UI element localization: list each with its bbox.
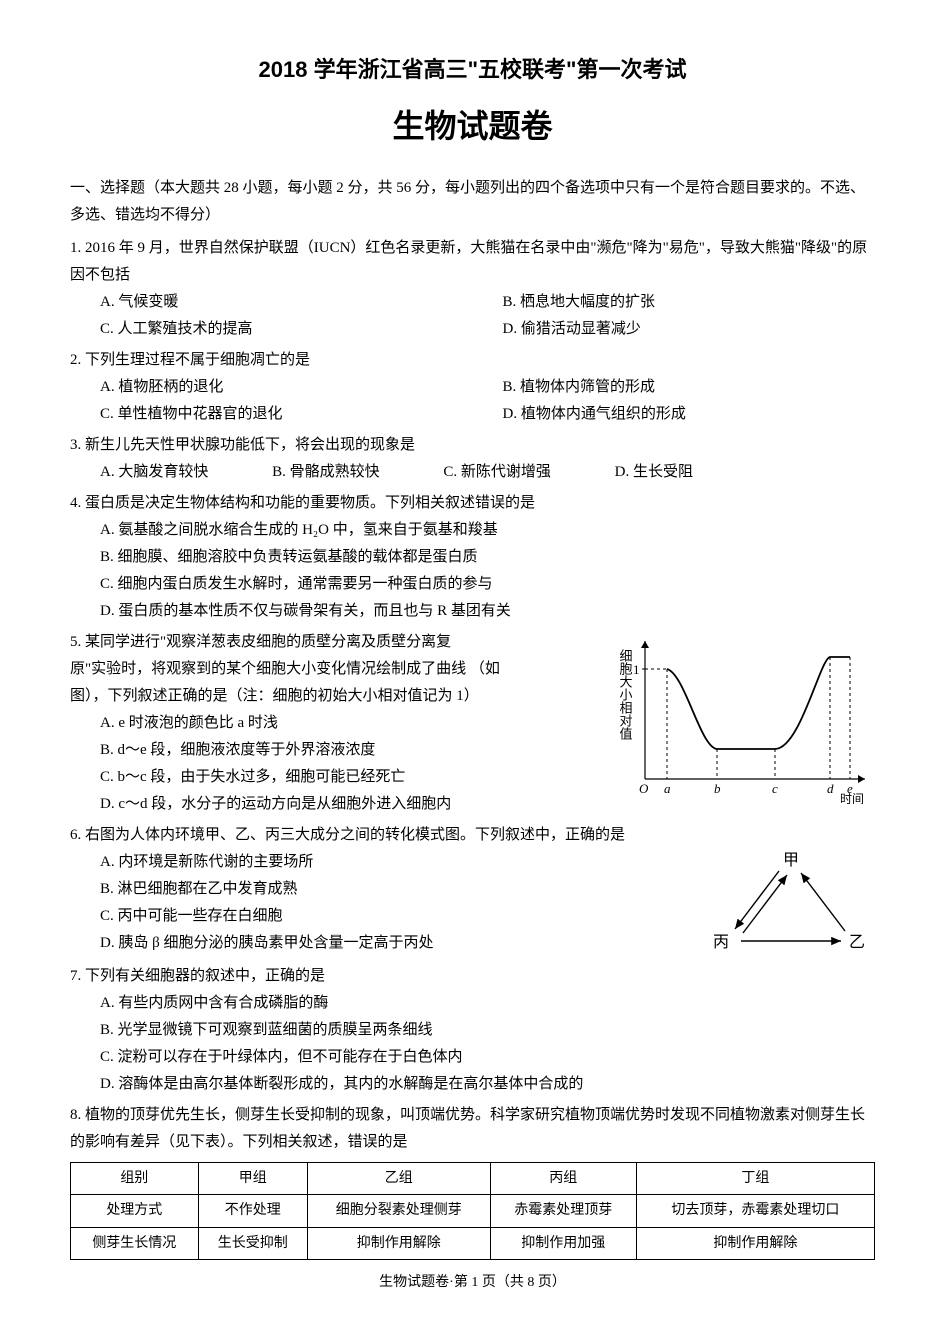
q3-stem: 3. 新生儿先天性甲状腺功能低下，将会出现的现象是 — [70, 432, 875, 459]
q2-opt-a: A. 植物胚柄的退化 — [70, 374, 473, 401]
table-cell: 生长受抑制 — [198, 1227, 307, 1259]
q2-opt-d: D. 植物体内通气组织的形成 — [473, 401, 876, 428]
q2-opt-c: C. 单性植物中花器官的退化 — [70, 401, 473, 428]
q4-opt-b: B. 细胞膜、细胞溶胶中负责转运氨基酸的载体都是蛋白质 — [70, 544, 875, 571]
table-cell: 不作处理 — [198, 1195, 307, 1227]
svg-text:甲: 甲 — [783, 852, 799, 869]
q7-opt-d: D. 溶酶体是由高尔基体断裂形成的，其内的水解酶是在高尔基体中合成的 — [70, 1071, 875, 1098]
svg-text:1: 1 — [633, 662, 640, 677]
q1-opt-a: A. 气候变暖 — [70, 289, 473, 316]
table-cell: 抑制作用解除 — [636, 1227, 874, 1259]
table-cell: 细胞分裂素处理侧芽 — [307, 1195, 490, 1227]
exam-header: 2018 学年浙江省高三"五校联考"第一次考试 — [70, 50, 875, 90]
section-intro: 一、选择题（本大题共 28 小题，每小题 2 分，共 56 分，每小题列出的四个… — [70, 175, 875, 229]
question-7: 7. 下列有关细胞器的叙述中，正确的是 A. 有些内质网中含有合成磷脂的酶 B.… — [70, 963, 875, 1098]
q6-stem: 6. 右图为人体内环境甲、乙、丙三大成分之间的转化模式图。下列叙述中，正确的是 — [70, 822, 875, 849]
svg-text:a: a — [664, 781, 671, 796]
q6-diagram: 甲 丙 乙 — [705, 849, 875, 959]
table-header: 甲组 — [198, 1163, 307, 1195]
table-cell: 切去顶芽，赤霉素处理切口 — [636, 1195, 874, 1227]
question-6: 6. 右图为人体内环境甲、乙、丙三大成分之间的转化模式图。下列叙述中，正确的是 … — [70, 822, 875, 959]
question-3: 3. 新生儿先天性甲状腺功能低下，将会出现的现象是 A. 大脑发育较快 B. 骨… — [70, 432, 875, 486]
question-8: 8. 植物的顶芽优先生长，侧芽生长受抑制的现象，叫顶端优势。科学家研究植物顶端优… — [70, 1102, 875, 1260]
table-cell: 抑制作用加强 — [490, 1227, 636, 1259]
q7-stem: 7. 下列有关细胞器的叙述中，正确的是 — [70, 963, 875, 990]
table-cell: 处理方式 — [71, 1195, 199, 1227]
q1-opt-b: B. 栖息地大幅度的扩张 — [473, 289, 876, 316]
svg-text:丙: 丙 — [713, 934, 729, 951]
q7-opt-a: A. 有些内质网中含有合成磷脂的酶 — [70, 990, 875, 1017]
q5-chart: 细胞大小相对值 1 O a b c d e — [615, 629, 875, 804]
table-header: 乙组 — [307, 1163, 490, 1195]
table-header: 丙组 — [490, 1163, 636, 1195]
table-cell: 抑制作用解除 — [307, 1227, 490, 1259]
exam-title: 生物试题卷 — [70, 98, 875, 156]
q4-opt-d: D. 蛋白质的基本性质不仅与碳骨架有关，而且也与 R 基团有关 — [70, 598, 875, 625]
svg-text:d: d — [827, 781, 834, 796]
q3-opt-a: A. 大脑发育较快 — [100, 464, 208, 480]
svg-text:乙: 乙 — [849, 934, 865, 951]
q3-opt-d: D. 生长受阻 — [615, 464, 693, 480]
q4-opt-c: C. 细胞内蛋白质发生水解时，通常需要另一种蛋白质的参与 — [70, 571, 875, 598]
q2-opt-b: B. 植物体内筛管的形成 — [473, 374, 876, 401]
q7-opt-c: C. 淀粉可以存在于叶绿体内，但不可能存在于白色体内 — [70, 1044, 875, 1071]
q4-stem: 4. 蛋白质是决定生物体结构和功能的重要物质。下列相关叙述错误的是 — [70, 490, 875, 517]
question-1: 1. 2016 年 9 月，世界自然保护联盟（IUCN）红色名录更新，大熊猫在名… — [70, 235, 875, 343]
table-header: 组别 — [71, 1163, 199, 1195]
q1-opt-d: D. 偷猎活动显著减少 — [473, 316, 876, 343]
q8-stem: 8. 植物的顶芽优先生长，侧芽生长受抑制的现象，叫顶端优势。科学家研究植物顶端优… — [70, 1102, 875, 1156]
svg-text:b: b — [714, 781, 721, 796]
q3-opt-b: B. 骨骼成熟较快 — [272, 464, 380, 480]
q1-stem: 1. 2016 年 9 月，世界自然保护联盟（IUCN）红色名录更新，大熊猫在名… — [70, 235, 875, 289]
svg-text:O: O — [639, 781, 649, 796]
table-cell: 侧芽生长情况 — [71, 1227, 199, 1259]
table-header: 丁组 — [636, 1163, 874, 1195]
q3-opt-c: C. 新陈代谢增强 — [443, 464, 551, 480]
q7-opt-b: B. 光学显微镜下可观察到蓝细菌的质膜呈两条细线 — [70, 1017, 875, 1044]
q1-opt-c: C. 人工繁殖技术的提高 — [70, 316, 473, 343]
svg-text:时间: 时间 — [840, 792, 864, 804]
page-footer: 生物试题卷·第 1 页（共 8 页） — [70, 1270, 875, 1295]
question-2: 2. 下列生理过程不属于细胞凋亡的是 A. 植物胚柄的退化 B. 植物体内筛管的… — [70, 347, 875, 428]
question-5: 细胞大小相对值 1 O a b c d e — [70, 629, 875, 818]
q2-stem: 2. 下列生理过程不属于细胞凋亡的是 — [70, 347, 875, 374]
q8-table: 组别 甲组 乙组 丙组 丁组 处理方式 不作处理 细胞分裂素处理侧芽 赤霉素处理… — [70, 1162, 875, 1260]
svg-text:细胞大小相对值: 细胞大小相对值 — [618, 649, 633, 741]
table-cell: 赤霉素处理顶芽 — [490, 1195, 636, 1227]
svg-text:c: c — [772, 781, 778, 796]
q4-opt-a: A. 氨基酸之间脱水缩合生成的 H₂O 中，氢来自于氨基和羧基 — [70, 517, 875, 544]
question-4: 4. 蛋白质是决定生物体结构和功能的重要物质。下列相关叙述错误的是 A. 氨基酸… — [70, 490, 875, 625]
